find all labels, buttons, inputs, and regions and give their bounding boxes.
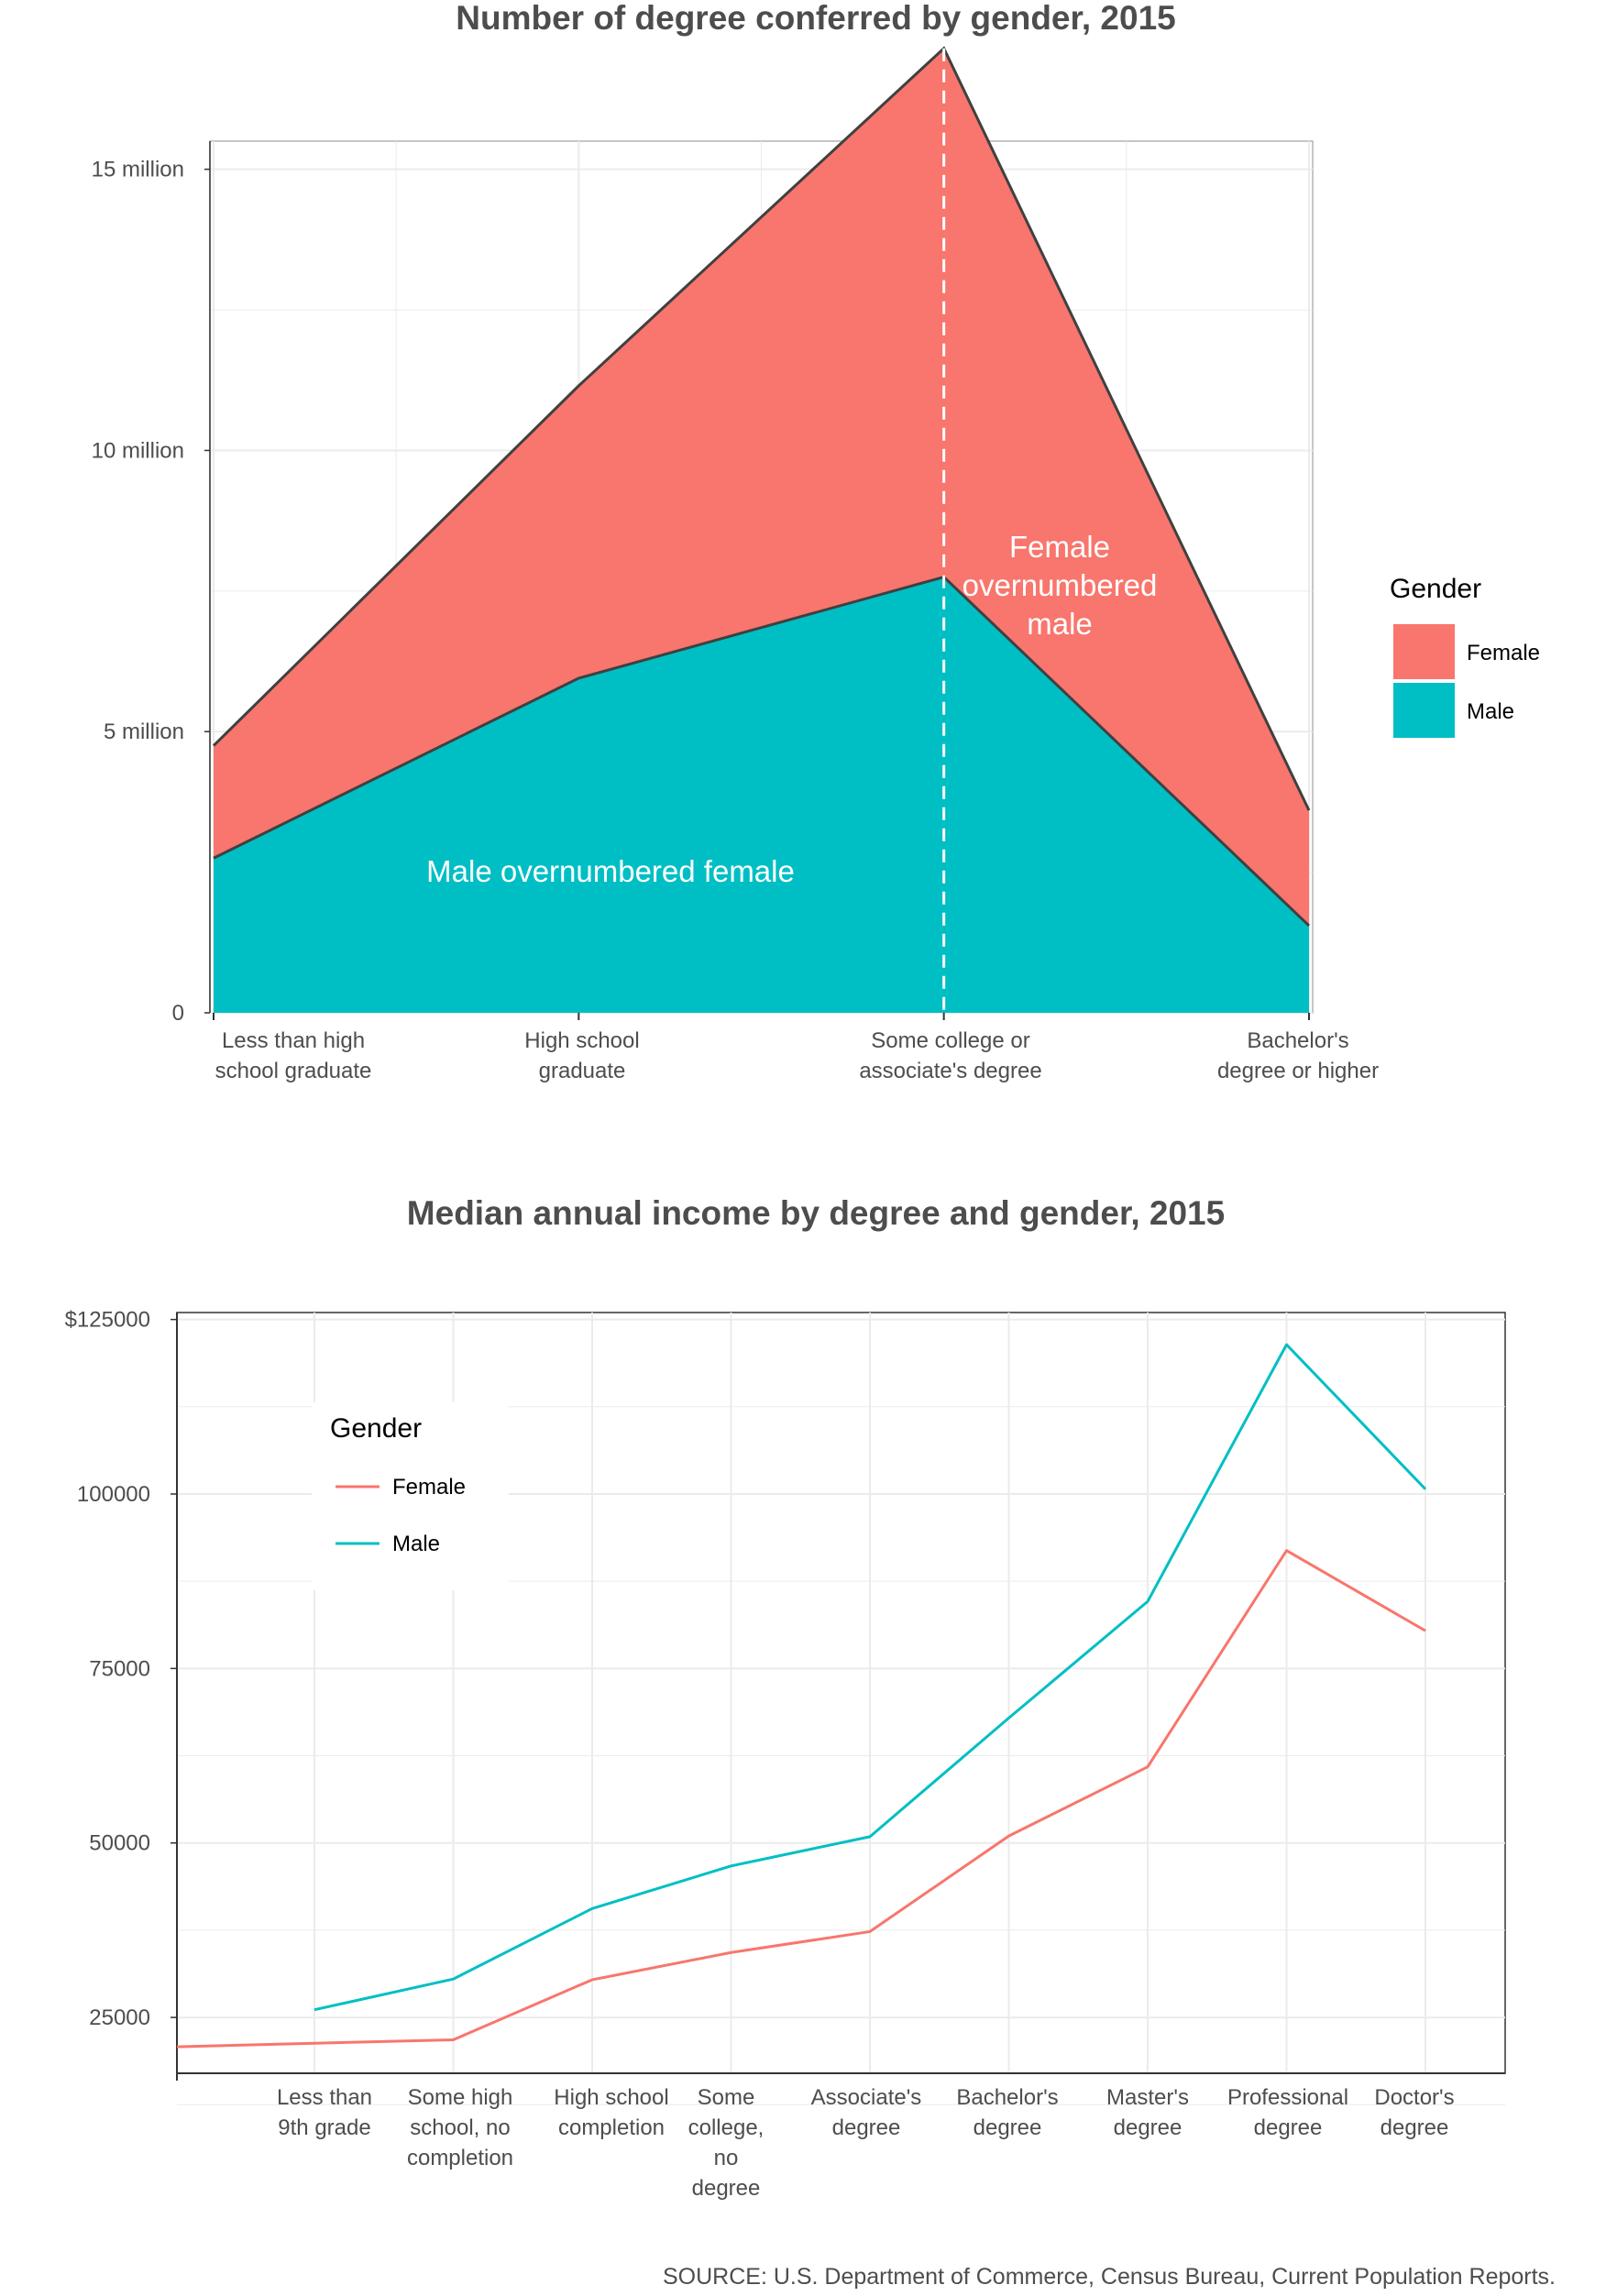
male-area-outline: [213, 575, 1311, 927]
chart1-y-tick-label: 0: [172, 1001, 184, 1026]
female-area: [214, 48, 1309, 926]
chart1-title: Number of degree conferred by gender, 20…: [456, 0, 1175, 37]
chart2-y-tick-label: 100000: [77, 1482, 150, 1507]
female-region-annotation: Female overnumbered male: [962, 530, 1158, 641]
chart2-y-tick-label: 25000: [89, 2005, 150, 2030]
chart1-areas: [212, 46, 1311, 1013]
chart2-x-tick-label: High school completion: [554, 2085, 668, 2140]
chart1-x-labels: Less than high school graduate High school…: [213, 1013, 1379, 1083]
chart2-y-tick-label: 50000: [89, 1831, 150, 1856]
male-income-line: [314, 1343, 1427, 2012]
male-region-annotation: Male overnumbered female: [426, 854, 795, 888]
chart2-x-labels: Less than 9th grade Some high school, no com…: [176, 2073, 1455, 2201]
chart1-x-tick-label: High school graduate: [524, 1028, 639, 1083]
chart2-x-tick-label: Doctor's degree: [1374, 2085, 1454, 2140]
chart2-x-tick-label: Some high school, no completion: [407, 2085, 513, 2170]
chart2-y-tick-label: 75000: [89, 1656, 150, 1681]
chart1-y-tick-label: 15 million: [92, 158, 184, 182]
chart2-legend-title: Gender: [330, 1413, 422, 1444]
chart1-x-tick-label: Bachelor's degree or higher: [1217, 1028, 1379, 1083]
chart2-x-tick-label: Associate's degree: [811, 2085, 922, 2140]
chart1-annotations: Female overnumbered male Male overnumbered …: [426, 530, 1157, 888]
degrees-area-chart: Number of degree conferred by gender, 20…: [92, 0, 1540, 1083]
source-note: SOURCE: U.S. Department of Commerce, Cen…: [663, 2264, 1556, 2290]
chart1-legend-swatch-female: [1393, 624, 1455, 679]
female-income-line: [176, 1549, 1426, 2049]
chart2-title: Median annual income by degree and gende…: [407, 1194, 1225, 1232]
chart2-x-tick-label: Bachelor's degree: [956, 2085, 1058, 2140]
female-area-outline: [212, 46, 1311, 811]
chart2-gridlines: [176, 1312, 1506, 2105]
chart1-legend: Gender Female Male: [1390, 574, 1540, 738]
chart2-y-tick-label: $125000: [65, 1308, 150, 1333]
male-area: [214, 577, 1309, 1013]
chart1-legend-title: Gender: [1390, 574, 1481, 604]
chart2-legend-label-male: Male: [392, 1532, 440, 1556]
chart2-x-tick-label: Master's degree: [1106, 2085, 1189, 2140]
chart1-x-tick-label: Some college or associate's degree: [859, 1028, 1041, 1083]
chart2-y-ticks: 25000 50000 75000 100000 $125000: [65, 1308, 177, 2030]
chart2-legend-label-female: Female: [392, 1475, 466, 1500]
chart1-y-tick-label: 10 million: [92, 438, 184, 463]
chart1-legend-label-female: Female: [1467, 641, 1540, 665]
chart1-legend-label-male: Male: [1467, 699, 1514, 724]
income-line-chart: Median annual income by degree and gende…: [65, 1194, 1506, 2201]
chart2-legend-box: [312, 1402, 509, 1590]
chart1-x-tick-label: Less than high school graduate: [215, 1028, 372, 1083]
chart1-y-tick-label: 5 million: [104, 720, 184, 744]
chart2-x-tick-label: Some college, no degree: [688, 2085, 764, 2201]
chart2-x-tick-label: Less than 9th grade: [277, 2085, 372, 2140]
chart2-legend: Gender Female Male: [312, 1402, 509, 1590]
chart1-y-ticks: 0 5 million 10 million 15 million: [92, 158, 210, 1026]
chart2-x-tick-label: Professional degree: [1227, 2085, 1348, 2140]
chart2-lines: [176, 1343, 1427, 2049]
chart1-legend-swatch-male: [1393, 683, 1455, 738]
